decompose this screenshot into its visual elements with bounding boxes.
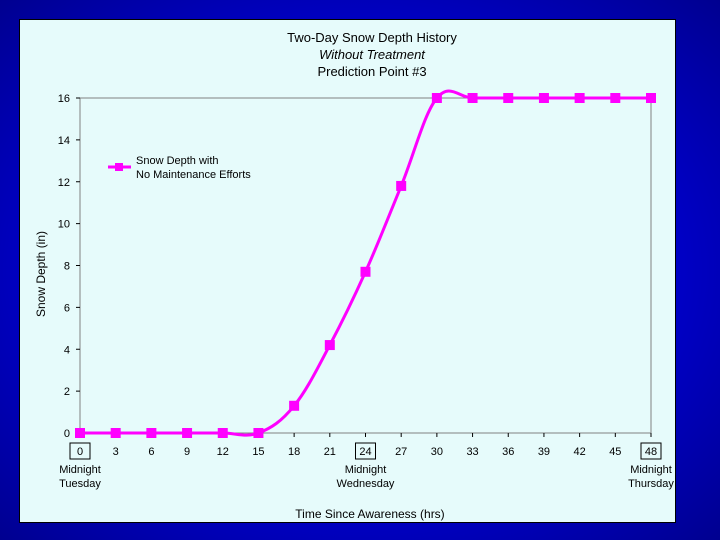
y-axis-title: Snow Depth (in) — [34, 231, 48, 317]
y-tick-label: 6 — [64, 302, 70, 314]
data-point — [182, 428, 193, 438]
x-tick-label: 27 — [395, 446, 407, 458]
x-tick-label: 6 — [148, 446, 154, 458]
data-point — [538, 93, 549, 103]
data-point — [610, 93, 621, 103]
day-label-line-2: Wednesday — [337, 478, 395, 490]
y-tick-label: 4 — [64, 344, 70, 356]
x-tick-label: 18 — [288, 446, 300, 458]
day-label-line-1: Midnight — [59, 464, 101, 476]
data-point — [253, 428, 264, 438]
data-point — [574, 93, 585, 103]
x-tick-label: 36 — [502, 446, 514, 458]
y-tick-label: 14 — [58, 135, 70, 147]
x-tick-box — [69, 442, 91, 460]
data-point — [646, 93, 656, 103]
legend-label-line-2: No Maintenance Efforts — [136, 169, 251, 181]
x-tick-label: 24 — [359, 446, 371, 458]
x-tick-label: 21 — [324, 446, 336, 458]
data-point — [503, 93, 514, 103]
y-tick-label: 0 — [64, 428, 70, 440]
plot-frame — [79, 97, 652, 434]
day-label-line-1: Midnight — [630, 464, 672, 476]
day-label-line-2: Tuesday — [59, 478, 101, 490]
x-tick-box — [640, 442, 662, 460]
series-line — [79, 89, 651, 437]
x-tick-label: 9 — [184, 446, 190, 458]
data-point — [146, 428, 157, 438]
x-tick-label: 45 — [609, 446, 621, 458]
x-tick-label: 42 — [574, 446, 586, 458]
x-tick-label: 15 — [252, 446, 264, 458]
data-point — [467, 93, 478, 103]
day-label-line-2: Thursday — [628, 478, 674, 490]
chart-subtitle: Without Treatment — [319, 47, 426, 62]
legend-label-line-1: Snow Depth with — [136, 155, 219, 167]
line-chart: Two-Day Snow Depth History Without Treat… — [34, 30, 674, 521]
chart-title: Two-Day Snow Depth History — [287, 30, 457, 45]
legend-marker — [115, 163, 123, 171]
y-tick-label: 16 — [58, 93, 70, 105]
data-point — [289, 400, 300, 411]
x-tick-label: 3 — [113, 446, 119, 458]
data-point — [75, 428, 85, 438]
x-tick-label: 48 — [645, 446, 657, 458]
data-point — [431, 93, 442, 103]
data-point — [360, 266, 371, 277]
data-point — [324, 340, 335, 351]
legend: Snow Depth with No Maintenance Efforts — [108, 155, 251, 181]
x-tick-label: 33 — [466, 446, 478, 458]
data-point — [396, 180, 407, 191]
y-tick-label: 12 — [58, 177, 70, 189]
day-label-line-1: Midnight — [345, 464, 387, 476]
x-tick-label: 39 — [538, 446, 550, 458]
x-tick-box — [355, 442, 376, 460]
x-tick-label: 12 — [217, 446, 229, 458]
data-point — [217, 428, 228, 438]
data-point — [110, 428, 121, 438]
y-tick-label: 2 — [64, 386, 70, 398]
y-tick-label: 10 — [58, 219, 70, 231]
chart-panel: Two-Day Snow Depth History Without Treat… — [19, 19, 676, 523]
x-tick-label: 0 — [77, 446, 83, 458]
y-tick-label: 8 — [64, 261, 70, 273]
chart-subtitle-2: Prediction Point #3 — [317, 64, 426, 79]
x-axis-title: Time Since Awareness (hrs) — [295, 507, 444, 521]
x-tick-label: 30 — [431, 446, 443, 458]
